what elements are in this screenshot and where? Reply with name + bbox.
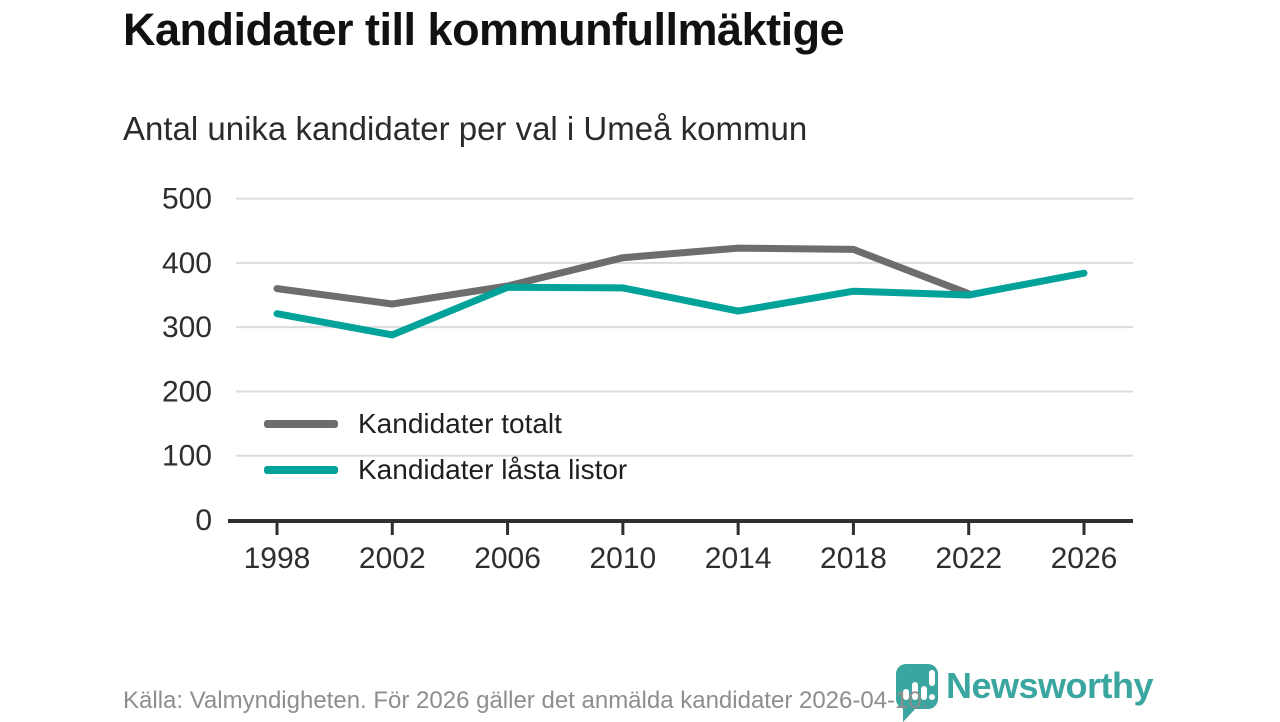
y-tick-label: 500 [162, 183, 212, 216]
x-tick-label: 2006 [474, 542, 541, 575]
newsworthy-bubble-chart-icon [896, 664, 938, 722]
series-line-lasta-listor [273, 269, 1088, 339]
legend-item-lasta-listor: Kandidater låsta listor [264, 447, 627, 493]
source-note: Källa: Valmyndigheten. För 2026 gäller d… [123, 687, 929, 714]
x-tick-label: 2018 [820, 542, 887, 575]
chart-subtitle: Antal unika kandidater per val i Umeå ko… [123, 110, 808, 147]
x-tick-label: 2014 [705, 542, 772, 575]
legend-swatch-teal [264, 466, 338, 474]
x-tick-label: 2022 [935, 542, 1002, 575]
y-tick-label: 400 [162, 247, 212, 280]
y-tick-label: 200 [162, 375, 212, 408]
y-tick-label: 300 [162, 311, 212, 344]
x-tick-label: 2026 [1051, 542, 1118, 575]
legend-swatch-gray [264, 420, 338, 428]
x-tick-label: 2002 [359, 542, 426, 575]
newsworthy-wordmark: Newsworthy [946, 665, 1154, 706]
y-tick-label: 100 [162, 440, 212, 473]
legend-label: Kandidater totalt [358, 408, 562, 439]
newsworthy-logo: Newsworthy [896, 662, 1166, 722]
chart-title: Kandidater till kommunfullmäktige [123, 4, 845, 55]
legend-label: Kandidater låsta listor [358, 454, 628, 485]
legend-item-totalt: Kandidater totalt [264, 401, 627, 447]
line-chart: 0 100 200 300 400 500 1998 2002 2006 2010 2014 2018… [162, 183, 1133, 575]
y-tick-label: 0 [195, 504, 212, 537]
series-line-totalt [273, 244, 973, 308]
x-tick-label: 1998 [244, 542, 311, 575]
chart-legend: Kandidater totalt Kandidater låsta listo… [264, 401, 627, 493]
x-tick-label: 2010 [589, 542, 656, 575]
